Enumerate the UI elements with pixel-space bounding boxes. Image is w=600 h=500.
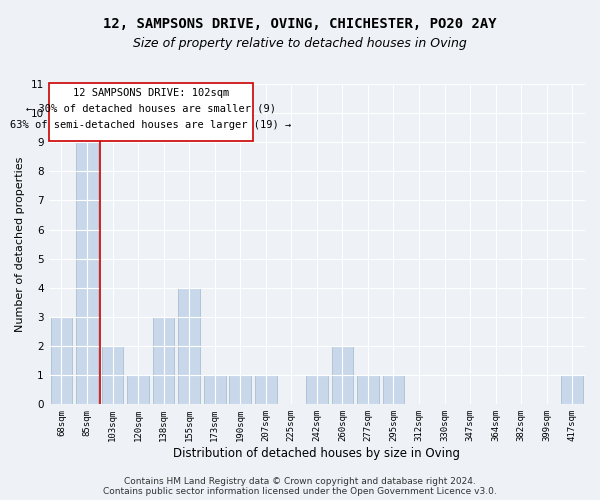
FancyBboxPatch shape [49, 84, 253, 141]
Text: 12 SAMPSONS DRIVE: 102sqm: 12 SAMPSONS DRIVE: 102sqm [73, 88, 229, 99]
Text: Size of property relative to detached houses in Oving: Size of property relative to detached ho… [133, 38, 467, 51]
Bar [204, 375, 226, 404]
Text: ← 30% of detached houses are smaller (9): ← 30% of detached houses are smaller (9) [26, 103, 276, 113]
Bar [101, 346, 124, 405]
Bar [332, 346, 353, 405]
Bar [229, 375, 251, 404]
Text: 63% of semi-detached houses are larger (19) →: 63% of semi-detached houses are larger (… [10, 120, 292, 130]
Bar [50, 317, 72, 404]
X-axis label: Distribution of detached houses by size in Oving: Distribution of detached houses by size … [173, 447, 460, 460]
Bar [153, 317, 175, 404]
Y-axis label: Number of detached properties: Number of detached properties [15, 156, 25, 332]
Bar [357, 375, 379, 404]
Bar [383, 375, 404, 404]
Text: 12, SAMPSONS DRIVE, OVING, CHICHESTER, PO20 2AY: 12, SAMPSONS DRIVE, OVING, CHICHESTER, P… [103, 18, 497, 32]
Bar [127, 375, 149, 404]
Text: Contains HM Land Registry data © Crown copyright and database right 2024.: Contains HM Land Registry data © Crown c… [124, 477, 476, 486]
Bar [562, 375, 583, 404]
Text: Contains public sector information licensed under the Open Government Licence v3: Contains public sector information licen… [103, 487, 497, 496]
Bar [76, 142, 98, 405]
Bar [306, 375, 328, 404]
Bar [255, 375, 277, 404]
Bar [178, 288, 200, 405]
